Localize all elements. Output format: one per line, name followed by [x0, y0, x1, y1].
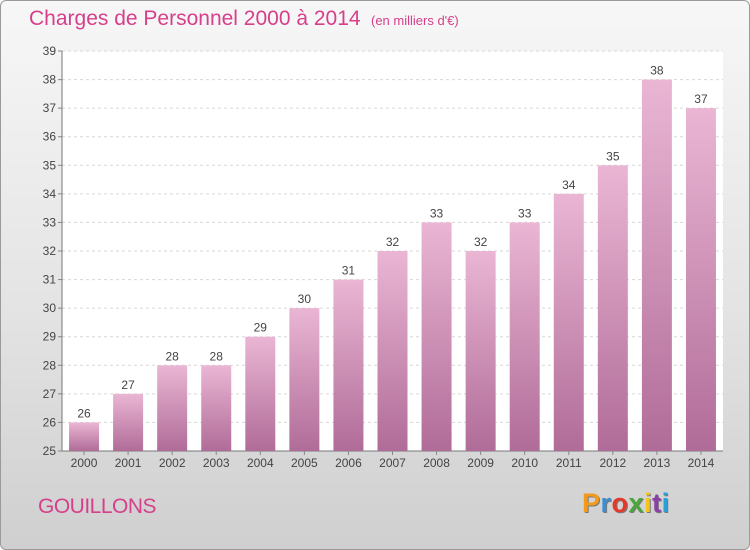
y-tick-label: 27 — [43, 387, 57, 401]
bar — [465, 251, 496, 451]
data-label: 32 — [386, 235, 400, 249]
y-tick-label: 31 — [43, 273, 57, 287]
x-tick-label: 2007 — [379, 456, 406, 470]
chart-subtitle: (en milliers d'€) — [371, 13, 459, 28]
x-tick-label: 2005 — [291, 456, 318, 470]
y-tick-label: 25 — [43, 444, 57, 458]
commune-name: GOUILLONS — [38, 495, 157, 518]
bar — [69, 422, 100, 451]
data-label: 29 — [254, 321, 268, 335]
data-label: 26 — [77, 406, 91, 420]
bar — [201, 365, 232, 451]
data-label: 30 — [298, 292, 312, 306]
logo-letter: t — [652, 488, 662, 518]
data-label: 32 — [474, 235, 488, 249]
data-label: 38 — [650, 64, 664, 78]
bar — [157, 365, 188, 451]
y-tick-label: 38 — [43, 73, 57, 87]
logo-letter: x — [628, 488, 645, 518]
y-tick-label: 37 — [43, 101, 57, 115]
x-tick-label: 2009 — [467, 456, 494, 470]
y-tick-label: 34 — [43, 187, 57, 201]
data-label: 31 — [342, 264, 356, 278]
x-tick-label: 2011 — [556, 456, 582, 470]
proxiti-logo[interactable]: Proxiti — [582, 488, 670, 519]
data-label: 34 — [562, 178, 576, 192]
bar — [641, 79, 672, 452]
x-tick-label: 2008 — [423, 456, 450, 470]
bar — [421, 222, 452, 451]
y-tick-label: 29 — [43, 330, 57, 344]
y-tick-label: 26 — [43, 415, 57, 429]
bar — [377, 251, 408, 451]
bar — [245, 336, 276, 451]
bar — [509, 222, 540, 451]
data-label: 35 — [606, 149, 620, 163]
x-tick-label: 2006 — [335, 456, 362, 470]
data-label: 28 — [210, 349, 224, 363]
x-tick-label: 2010 — [511, 456, 538, 470]
data-label: 33 — [518, 206, 532, 220]
x-tick-label: 2003 — [203, 456, 230, 470]
bar — [289, 308, 320, 451]
bar — [113, 393, 144, 451]
x-tick-label: 2013 — [644, 456, 671, 470]
x-tick-label: 2001 — [115, 456, 142, 470]
x-tick-label: 2012 — [599, 456, 626, 470]
y-tick-label: 30 — [43, 301, 57, 315]
logo-letter: i — [644, 488, 653, 518]
logo-letter: r — [600, 488, 612, 518]
data-label: 33 — [430, 206, 444, 220]
y-tick-label: 33 — [43, 215, 57, 229]
bar — [333, 279, 364, 451]
bar — [685, 108, 716, 452]
logo-letter: P — [582, 488, 601, 518]
logo-letter: i — [661, 488, 670, 518]
x-tick-label: 2014 — [688, 456, 715, 470]
y-tick-label: 35 — [43, 158, 57, 172]
bar — [553, 193, 584, 451]
data-label: 37 — [694, 92, 708, 106]
bar — [597, 165, 628, 452]
y-tick-label: 39 — [43, 44, 57, 58]
logo-letter: o — [611, 488, 629, 518]
y-tick-label: 28 — [43, 358, 57, 372]
x-tick-label: 2000 — [71, 456, 98, 470]
x-tick-label: 2002 — [159, 456, 186, 470]
x-tick-label: 2004 — [247, 456, 274, 470]
data-label: 27 — [121, 378, 135, 392]
y-tick-label: 32 — [43, 244, 57, 258]
data-label: 28 — [165, 349, 179, 363]
y-tick-label: 36 — [43, 130, 57, 144]
chart-title: Charges de Personnel 2000 à 2014 — [29, 7, 361, 30]
